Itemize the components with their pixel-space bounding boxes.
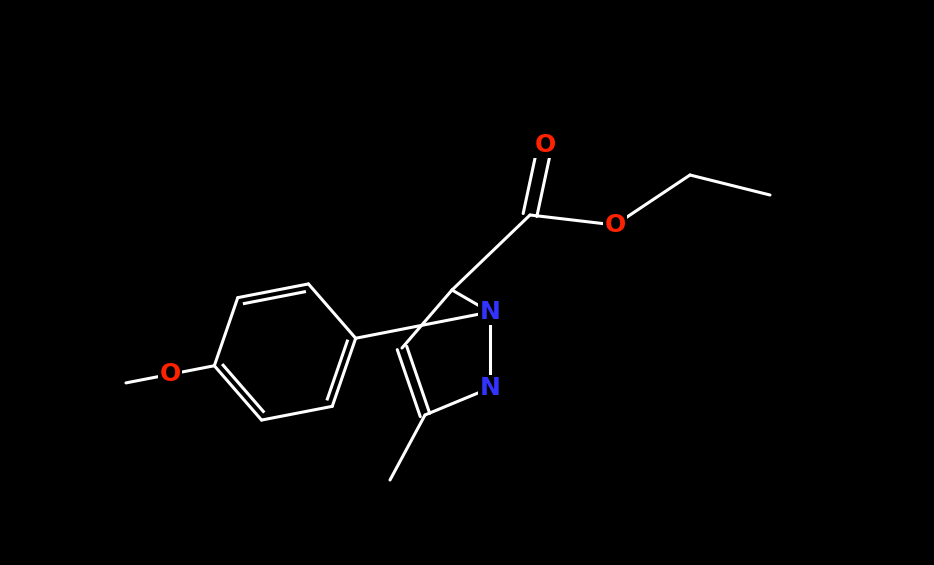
Text: N: N [479,376,501,400]
Text: O: O [604,213,626,237]
Text: O: O [534,133,556,157]
Text: N: N [479,300,501,324]
Text: O: O [160,362,181,386]
